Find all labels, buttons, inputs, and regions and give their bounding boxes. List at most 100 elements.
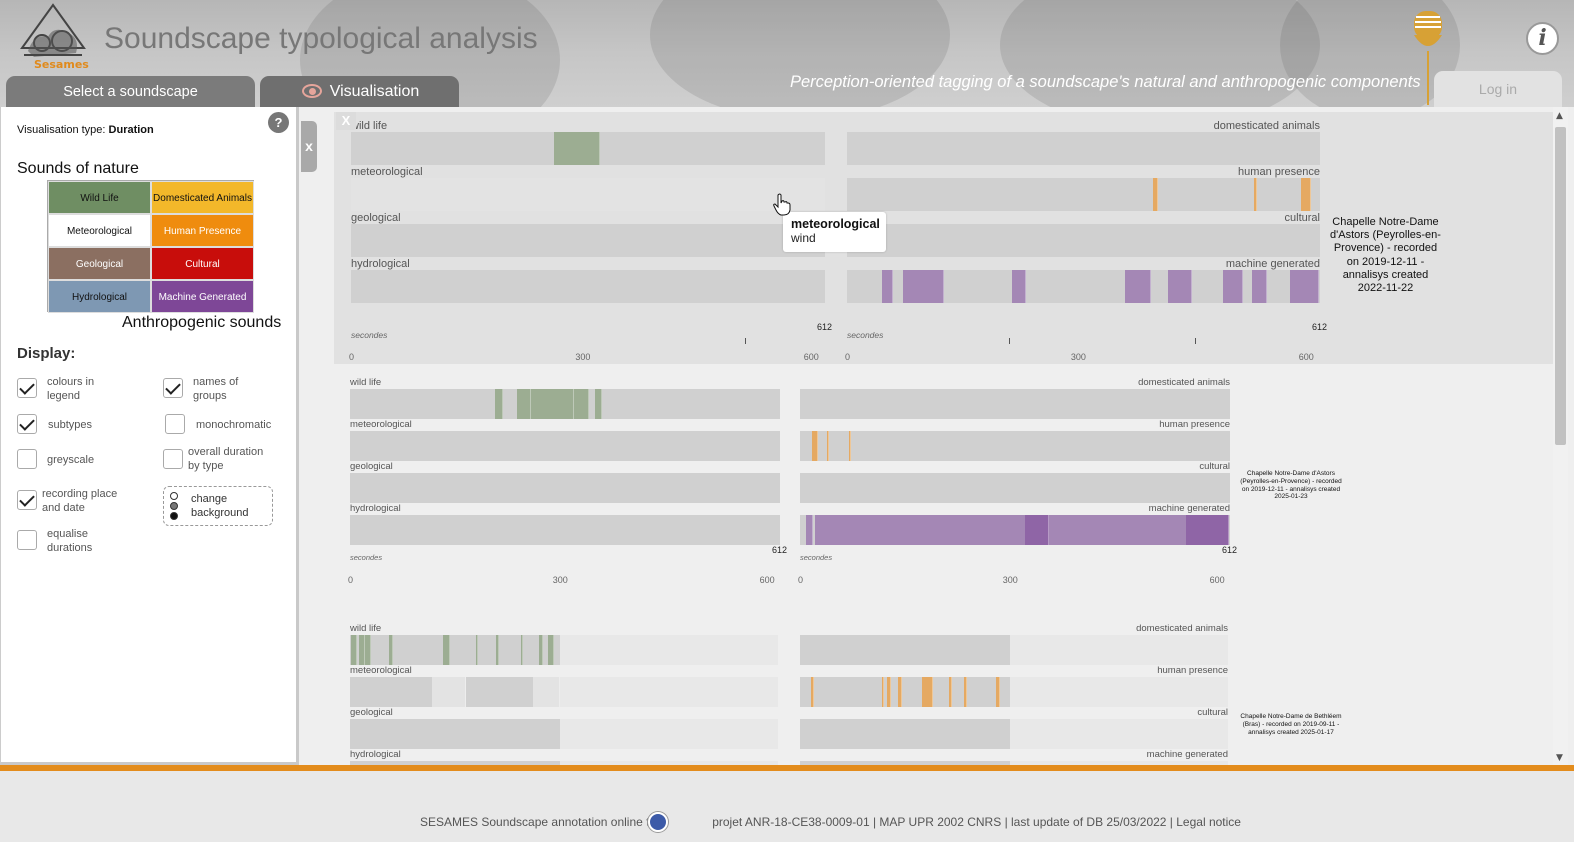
change-background-toggle[interactable]: change background bbox=[163, 486, 273, 526]
sound-segment[interactable] bbox=[1167, 270, 1193, 303]
sound-segment[interactable] bbox=[1301, 178, 1312, 211]
sound-segment[interactable] bbox=[1254, 178, 1257, 211]
sound-segment[interactable] bbox=[1289, 270, 1320, 303]
sound-segment[interactable] bbox=[1153, 178, 1158, 211]
sound-segment[interactable] bbox=[881, 677, 884, 707]
timeline-track[interactable] bbox=[800, 635, 1010, 665]
close-block-button[interactable]: X bbox=[336, 112, 356, 130]
axis-tick-label: 0 bbox=[348, 575, 354, 585]
scroll-down-arrow-icon[interactable]: ▼ bbox=[1556, 753, 1563, 763]
timeline-track[interactable] bbox=[800, 473, 1230, 503]
sound-segment[interactable] bbox=[496, 635, 500, 665]
sound-segment[interactable] bbox=[849, 431, 852, 461]
sound-segment[interactable] bbox=[388, 635, 394, 665]
tab-visualisation[interactable]: Visualisation bbox=[260, 76, 459, 107]
footer-divider bbox=[0, 765, 1574, 771]
sound-segment[interactable] bbox=[1186, 515, 1229, 545]
eye-icon bbox=[302, 84, 322, 98]
names-of-groups-label: names of groups bbox=[193, 376, 239, 402]
sound-segment[interactable] bbox=[359, 635, 365, 665]
sound-segment[interactable] bbox=[531, 389, 575, 419]
sound-segment[interactable] bbox=[443, 635, 451, 665]
recording-place-checkbox[interactable] bbox=[17, 490, 37, 510]
sound-segment[interactable] bbox=[826, 431, 829, 461]
timeline-track[interactable] bbox=[350, 389, 780, 419]
tab-select-soundscape[interactable]: Select a soundscape bbox=[6, 76, 255, 107]
timeline-track[interactable] bbox=[800, 719, 1010, 749]
timeline-track[interactable] bbox=[847, 132, 1320, 165]
timeline-track[interactable] bbox=[847, 178, 1320, 211]
sound-segment[interactable] bbox=[553, 132, 601, 165]
sound-segment[interactable] bbox=[996, 677, 1000, 707]
sound-segment[interactable] bbox=[886, 677, 891, 707]
sound-segment[interactable] bbox=[921, 677, 933, 707]
login-button[interactable]: Log in bbox=[1434, 71, 1562, 107]
timeline-track[interactable] bbox=[351, 178, 825, 211]
sound-segment[interactable] bbox=[1251, 270, 1267, 303]
sound-segment[interactable] bbox=[495, 389, 504, 419]
background-option-1[interactable] bbox=[170, 492, 178, 500]
sound-segment[interactable] bbox=[815, 515, 1229, 545]
timeline-track[interactable] bbox=[350, 431, 780, 461]
sound-segment[interactable] bbox=[431, 677, 467, 707]
sound-segment[interactable] bbox=[574, 389, 589, 419]
sound-segment[interactable] bbox=[1024, 515, 1049, 545]
timeline-track[interactable] bbox=[800, 431, 1230, 461]
sound-segment[interactable] bbox=[811, 431, 818, 461]
timeline-track[interactable] bbox=[350, 515, 780, 545]
timeline-track[interactable] bbox=[351, 132, 825, 165]
timeline-track[interactable] bbox=[800, 389, 1230, 419]
sound-segment[interactable] bbox=[1222, 270, 1243, 303]
help-button[interactable]: ? bbox=[268, 112, 289, 133]
timeline-track[interactable] bbox=[800, 761, 1010, 765]
timeline-track[interactable] bbox=[350, 473, 780, 503]
sound-segment[interactable] bbox=[548, 635, 554, 665]
sound-segment[interactable] bbox=[805, 515, 814, 545]
timeline-track[interactable] bbox=[350, 635, 560, 665]
subtypes-checkbox[interactable] bbox=[17, 414, 37, 434]
monochromatic-label: monochromatic bbox=[196, 419, 272, 431]
footer-credits[interactable]: projet ANR-18-CE38-0009-01 | MAP UPR 200… bbox=[712, 815, 1241, 829]
legend-cell: Human Presence bbox=[151, 214, 254, 247]
background-option-3[interactable] bbox=[170, 512, 178, 520]
sound-segment[interactable] bbox=[594, 389, 602, 419]
timeline-track[interactable] bbox=[350, 761, 560, 765]
sound-segment[interactable] bbox=[533, 677, 560, 707]
sound-segment[interactable] bbox=[963, 677, 968, 707]
sound-segment[interactable] bbox=[539, 635, 543, 665]
sound-segment[interactable] bbox=[1011, 270, 1027, 303]
visualisation-area[interactable]: wild life meteorological geological hydrolo… bbox=[318, 107, 1553, 765]
timeline-track[interactable] bbox=[350, 677, 560, 707]
background-option-2[interactable] bbox=[170, 502, 178, 510]
sound-segment[interactable] bbox=[881, 270, 894, 303]
info-button[interactable]: i bbox=[1526, 22, 1559, 55]
equalise-durations-checkbox[interactable] bbox=[17, 530, 37, 550]
sound-segment[interactable] bbox=[351, 635, 357, 665]
timeline-track[interactable] bbox=[800, 677, 1010, 707]
scroll-up-arrow-icon[interactable]: ▲ bbox=[1556, 111, 1563, 121]
timeline-track[interactable] bbox=[350, 719, 560, 749]
overall-duration-checkbox[interactable] bbox=[163, 449, 183, 469]
sound-segment[interactable] bbox=[949, 677, 952, 707]
sound-segment[interactable] bbox=[898, 677, 902, 707]
sound-segment[interactable] bbox=[1125, 270, 1151, 303]
sesames-logo[interactable] bbox=[14, 3, 92, 73]
sound-segment[interactable] bbox=[811, 677, 814, 707]
timeline-track[interactable] bbox=[351, 224, 825, 257]
collapse-panel-button[interactable]: x bbox=[301, 121, 317, 172]
timeline-track[interactable] bbox=[800, 515, 1230, 545]
timeline-track[interactable] bbox=[847, 224, 1320, 257]
vertical-scrollbar[interactable]: ▲ ▼ bbox=[1553, 107, 1568, 765]
sound-segment[interactable] bbox=[476, 635, 479, 665]
sound-segment[interactable] bbox=[903, 270, 945, 303]
timeline-track[interactable] bbox=[351, 270, 825, 303]
timeline-track[interactable] bbox=[847, 270, 1320, 303]
monochromatic-checkbox[interactable] bbox=[165, 414, 185, 434]
sound-segment[interactable] bbox=[520, 635, 523, 665]
colours-in-legend-checkbox[interactable] bbox=[17, 378, 37, 398]
scrollbar-thumb[interactable] bbox=[1555, 127, 1566, 445]
names-of-groups-checkbox[interactable] bbox=[163, 378, 183, 398]
greyscale-checkbox[interactable] bbox=[17, 449, 37, 469]
sound-segment[interactable] bbox=[516, 389, 532, 419]
sound-segment[interactable] bbox=[365, 635, 371, 665]
